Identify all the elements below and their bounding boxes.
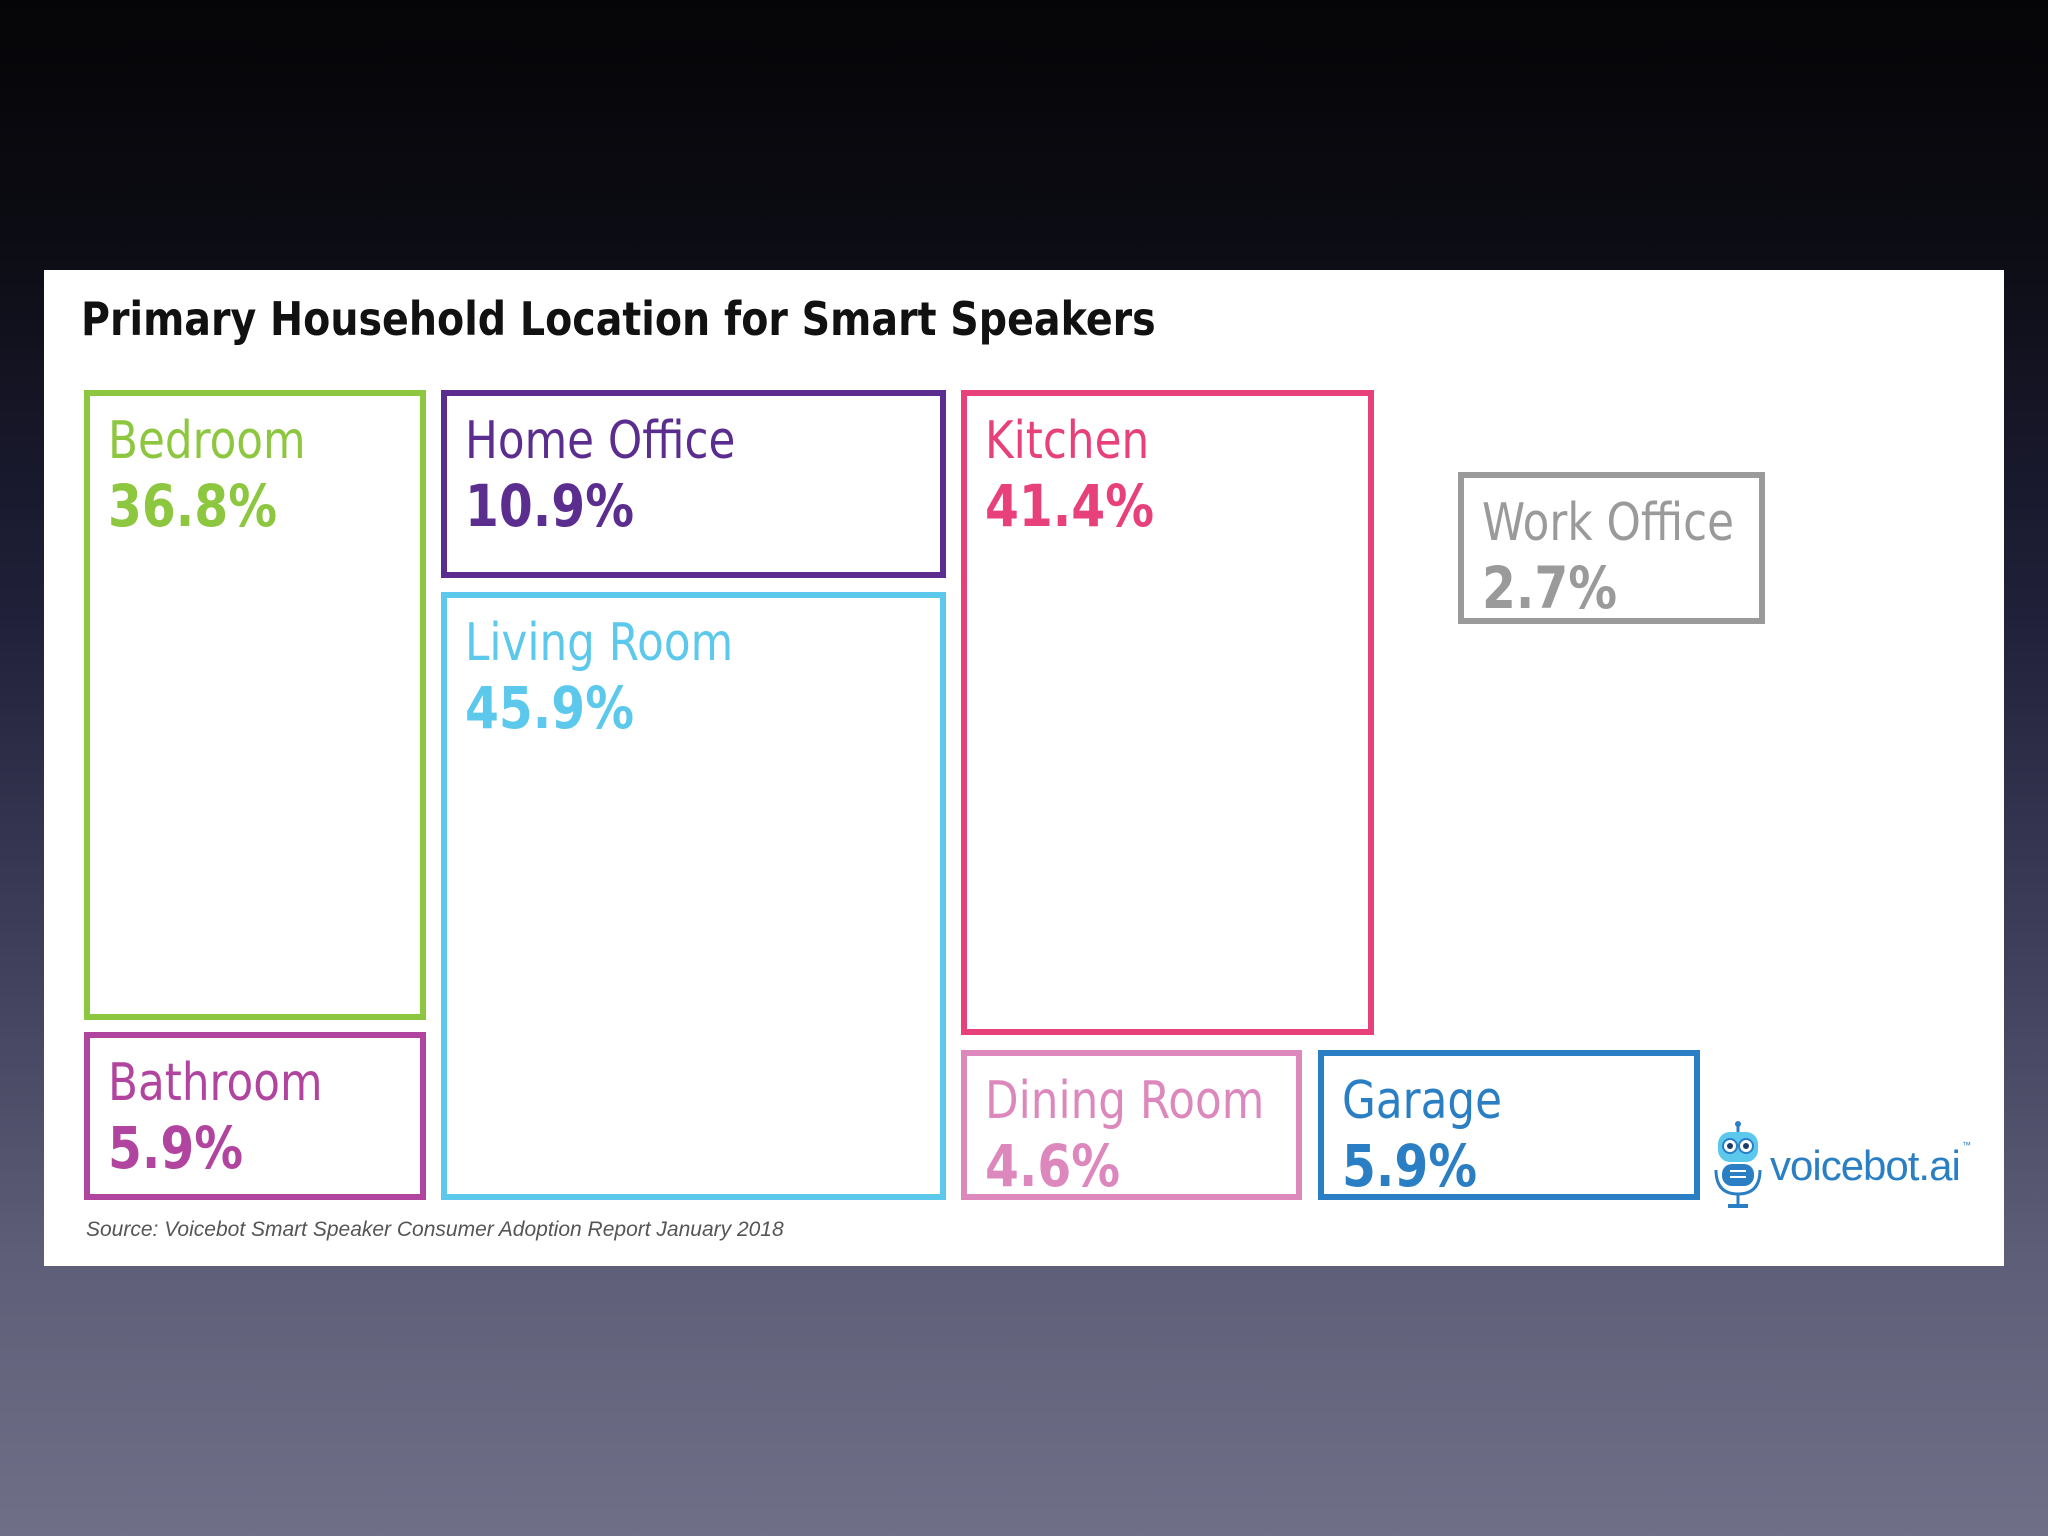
tile-label: Living Room (465, 613, 734, 673)
tile-label: Home Office (465, 411, 736, 471)
tile-living-room: Living Room 45.9% (441, 592, 946, 1200)
tile-home-office: Home Office 10.9% (441, 390, 946, 578)
tile-label: Bedroom (108, 411, 306, 471)
tile-bathroom: Bathroom 5.9% (84, 1032, 426, 1200)
tile-kitchen: Kitchen 41.4% (961, 390, 1374, 1035)
voicebot-logo: voicebot.ai ™ (1708, 1120, 1978, 1210)
tile-label: Bathroom (108, 1053, 323, 1113)
tile-value: 10.9% (465, 472, 635, 540)
tile-value: 5.9% (108, 1114, 244, 1182)
tile-value: 5.9% (1342, 1132, 1478, 1200)
tile-bedroom: Bedroom 36.8% (84, 390, 426, 1020)
tile-label: Work Office (1482, 493, 1734, 553)
robot-microphone-icon (1714, 1121, 1762, 1208)
brand-name: voicebot.ai (1770, 1142, 1961, 1189)
tile-value: 41.4% (985, 472, 1155, 540)
tile-label: Kitchen (985, 411, 1150, 471)
tile-work-office: Work Office 2.7% (1458, 472, 1765, 624)
tile-label: Dining Room (985, 1071, 1265, 1131)
tile-value: 36.8% (108, 472, 278, 540)
tile-value: 4.6% (985, 1132, 1121, 1200)
tile-value: 2.7% (1482, 554, 1618, 622)
tile-label: Garage (1342, 1071, 1502, 1131)
tile-garage: Garage 5.9% (1318, 1050, 1700, 1200)
tile-value: 45.9% (465, 674, 635, 742)
brand-trademark: ™ (1962, 1140, 1971, 1150)
chart-slide: Primary Household Location for Smart Spe… (44, 270, 2004, 1266)
source-note: Source: Voicebot Smart Speaker Consumer … (86, 1218, 784, 1241)
tile-dining-room: Dining Room 4.6% (961, 1050, 1302, 1200)
chart-title: Primary Household Location for Smart Spe… (81, 292, 1156, 346)
